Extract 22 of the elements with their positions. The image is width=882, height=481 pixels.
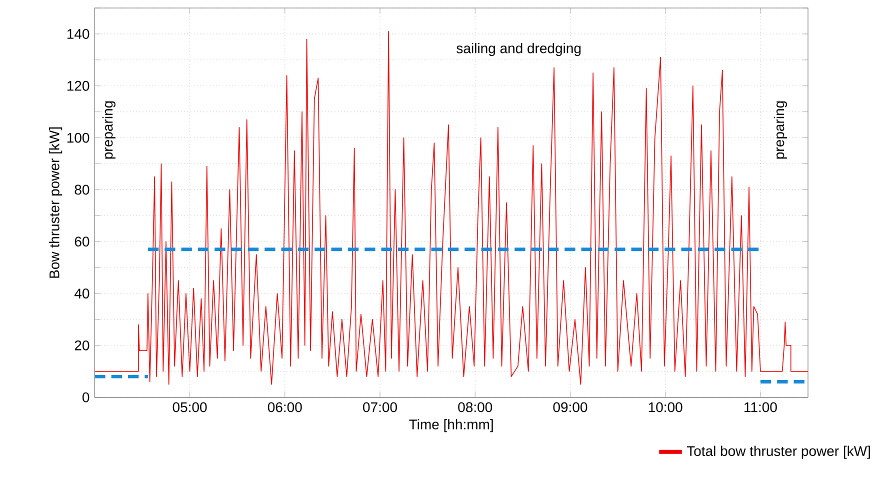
legend-label: Total bow thruster power [kW] bbox=[686, 446, 870, 459]
x-tick-label: 10:00 bbox=[648, 402, 682, 412]
y-tick-label: 80 bbox=[74, 184, 90, 195]
y-tick-label: 0 bbox=[82, 392, 90, 402]
annotation: preparing bbox=[102, 101, 116, 159]
line-series bbox=[94, 30, 808, 385]
y-tick-label: 120 bbox=[67, 80, 90, 91]
y-axis-title: Bow thruster power [kW] bbox=[49, 127, 62, 278]
y-tick-label: 60 bbox=[74, 236, 90, 247]
y-tick-label: 140 bbox=[67, 29, 90, 39]
x-tick-label: 09:00 bbox=[553, 402, 588, 412]
y-tick-label: 100 bbox=[67, 132, 90, 143]
y-tick-label: 40 bbox=[74, 288, 90, 298]
x-tick-label: 06:00 bbox=[268, 402, 302, 412]
x-axis-title: Time [hh:mm] bbox=[409, 419, 493, 432]
x-tick-label: 05:00 bbox=[172, 402, 207, 412]
annotation: sailing and dredging bbox=[456, 43, 581, 56]
x-tick-label: 11:00 bbox=[744, 402, 777, 412]
y-tick-label: 20 bbox=[74, 340, 90, 350]
x-tick-label: 08:00 bbox=[458, 402, 492, 412]
x-tick-label: 07:00 bbox=[363, 402, 397, 412]
annotation: preparing bbox=[774, 101, 787, 159]
